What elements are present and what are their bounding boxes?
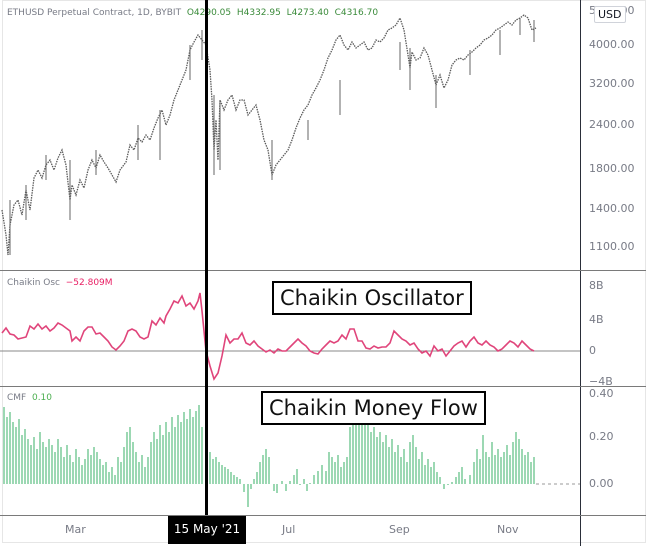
cmf-histogram	[3, 405, 580, 507]
pane-separator[interactable]	[0, 386, 646, 387]
time-label-nov: Nov	[497, 523, 519, 536]
cmf-tick: 0.00	[589, 477, 614, 490]
oscillator-tick: 8B	[589, 279, 604, 292]
currency-badge[interactable]: USD	[594, 6, 626, 23]
price-pane[interactable]: ETHUSD Perpetual Contract, 1D, BYBIT O42…	[0, 0, 580, 270]
price-candles	[1, 14, 537, 256]
oscillator-tick: 0	[589, 344, 596, 357]
chaikin-oscillator-annotation: Chaikin Oscillator	[272, 281, 472, 315]
cmf-label: CMF	[7, 393, 27, 403]
pane-separator[interactable]	[0, 270, 646, 271]
close-value: C4316.70	[334, 8, 379, 18]
time-label-jul: Jul	[282, 523, 296, 536]
oscillator-tick: −4B	[589, 375, 613, 388]
oscillator-pane[interactable]: Chaikin Osc −52.809M	[0, 271, 580, 386]
oscillator-tick: 4B	[589, 313, 604, 326]
price-tick: 2400.00	[589, 118, 635, 131]
time-label-sep: Sep	[389, 523, 410, 536]
crosshair-vertical-line[interactable]	[205, 0, 208, 524]
price-legend: ETHUSD Perpetual Contract, 1D, BYBIT O42…	[7, 8, 378, 18]
symbol-label: ETHUSD Perpetual Contract, 1D, BYBIT	[7, 8, 182, 18]
high-value: H4332.95	[236, 8, 281, 18]
time-axis[interactable]: Mar 15 May '21 Jul Sep Nov	[0, 515, 646, 546]
price-tick: 1100.00	[589, 240, 635, 253]
price-tick: 4000.00	[589, 38, 635, 51]
time-label-mar: Mar	[65, 523, 86, 536]
oscillator-scale[interactable]: 8B 4B 0 −4B	[580, 271, 647, 388]
oscillator-plot	[0, 292, 580, 381]
oscillator-legend: Chaikin Osc −52.809M	[7, 278, 113, 288]
oscillator-value: −52.809M	[65, 278, 113, 288]
price-tick: 3200.00	[589, 77, 635, 90]
open-value: O4290.05	[186, 8, 232, 18]
oscillator-label: Chaikin Osc	[7, 278, 61, 288]
cmf-legend: CMF 0.10	[7, 393, 52, 403]
price-scale[interactable]: 5000.00 4000.00 3200.00 2400.00 1800.00 …	[580, 0, 647, 270]
cmf-value: 0.10	[31, 393, 53, 403]
cmf-pane[interactable]: CMF 0.10	[0, 387, 580, 515]
cmf-tick: 0.40	[589, 387, 614, 400]
price-tick: 1400.00	[589, 202, 635, 215]
low-value: L4273.40	[286, 8, 329, 18]
cmf-scale[interactable]: 0.40 0.20 0.00	[580, 387, 647, 515]
chaikin-money-flow-annotation: Chaikin Money Flow	[261, 391, 486, 425]
price-tick: 1800.00	[589, 162, 635, 175]
crosshair-date-badge: 15 May '21	[168, 516, 246, 544]
axis-corner-divider	[580, 516, 581, 546]
cmf-tick: 0.20	[589, 430, 614, 443]
